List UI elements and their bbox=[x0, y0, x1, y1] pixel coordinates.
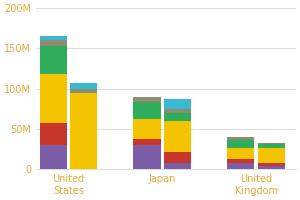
Bar bbox=[227, 163, 254, 169]
Bar bbox=[258, 148, 285, 163]
Bar bbox=[258, 144, 285, 148]
Bar bbox=[164, 99, 191, 109]
Bar bbox=[164, 109, 191, 113]
Bar bbox=[134, 102, 160, 119]
Bar bbox=[134, 119, 160, 139]
Bar bbox=[258, 166, 285, 169]
Bar bbox=[227, 159, 254, 163]
Bar bbox=[70, 89, 98, 93]
Bar bbox=[40, 46, 67, 74]
Bar bbox=[227, 137, 254, 140]
Bar bbox=[134, 145, 160, 169]
Bar bbox=[164, 163, 191, 169]
Bar bbox=[70, 93, 98, 169]
Bar bbox=[40, 74, 67, 123]
Bar bbox=[40, 145, 67, 169]
Bar bbox=[134, 97, 160, 102]
Bar bbox=[40, 123, 67, 145]
Bar bbox=[164, 121, 191, 152]
Bar bbox=[258, 163, 285, 166]
Bar bbox=[164, 152, 191, 163]
Bar bbox=[227, 148, 254, 159]
Bar bbox=[40, 36, 67, 40]
Bar bbox=[164, 113, 191, 121]
Bar bbox=[227, 140, 254, 148]
Bar bbox=[40, 40, 67, 46]
Bar bbox=[134, 139, 160, 145]
Bar bbox=[258, 143, 285, 144]
Bar bbox=[70, 83, 98, 89]
